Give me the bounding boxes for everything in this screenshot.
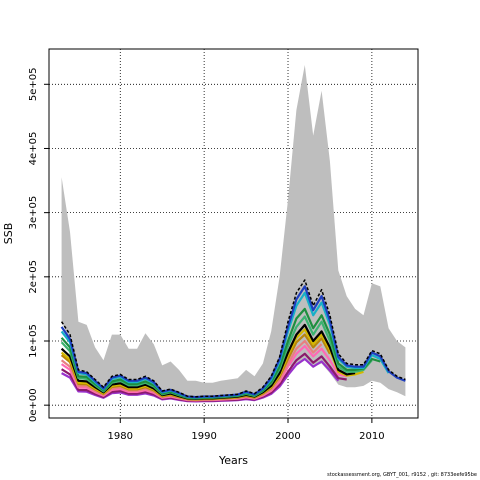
- series-lines: [60, 279, 406, 403]
- y-tick-label: 5e+05: [28, 67, 39, 101]
- y-tick-label: 1e+05: [28, 324, 39, 358]
- y-tick-label: 4e+05: [28, 132, 39, 166]
- confidence-band: [61, 65, 406, 401]
- y-axis: 0e+00 1e+05 2e+05 3e+05 4e+05 5e+05: [28, 67, 49, 422]
- confidence-band-area: [61, 65, 406, 401]
- x-tick-label: 1990: [191, 431, 216, 442]
- series-line: [60, 285, 406, 399]
- plot-frame: [48, 48, 419, 419]
- y-tick-label: 0e+00: [28, 388, 39, 422]
- y-axis-title: SSB: [2, 223, 15, 245]
- y-tick-label: 2e+05: [28, 260, 39, 294]
- y-tick-label: 3e+05: [28, 196, 39, 230]
- series-line: [60, 279, 406, 398]
- x-tick-label: 1980: [108, 431, 133, 442]
- x-tick-label: 2010: [359, 431, 384, 442]
- x-axis-title: Years: [218, 454, 248, 467]
- x-axis: 1980 1990 2000 2010: [108, 418, 385, 442]
- footnote: stockassessment.org, GBYT_001, r9152 , g…: [327, 472, 477, 478]
- x-tick-label: 2000: [275, 431, 300, 442]
